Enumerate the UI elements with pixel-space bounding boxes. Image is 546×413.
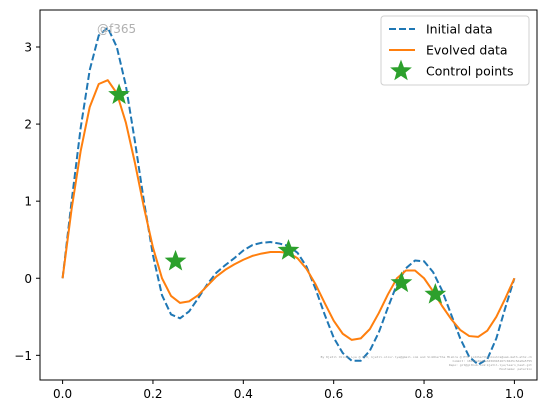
y-tick-label: −1 [14, 349, 32, 363]
legend-star-icon [390, 59, 412, 81]
control-point-marker [390, 271, 413, 293]
y-tick-label: 0 [24, 272, 32, 286]
axes-frame [39, 9, 538, 381]
x-tick-label: 0.0 [53, 387, 72, 401]
x-tick-label: 0.2 [143, 387, 162, 401]
y-tick-label: 1 [24, 195, 32, 209]
control-point-marker [424, 283, 447, 304]
credit-line: By Kjetil Oliver Lye @ ETH, kjetil.olivr… [321, 355, 533, 359]
watermark-text: @f365 [97, 22, 136, 36]
legend-label: Control points [426, 64, 514, 79]
control-point-marker [277, 239, 300, 260]
control-point-marker [164, 249, 187, 271]
plot-area [61, 26, 516, 366]
legend-label: Evolved data [426, 43, 508, 58]
x-tick-label: 0.4 [234, 387, 253, 401]
axes: 0.0 0.2 0.4 0.6 0.8 1.0 −1 0 1 2 3 [14, 9, 538, 401]
y-tick-label: 2 [24, 118, 32, 132]
legend-box [380, 15, 530, 86]
legend-label: Initial data [426, 22, 493, 37]
credit-line: Repo: git@github.com:kjetil-lye/learn_he… [449, 363, 532, 367]
x-tick-label: 1.0 [505, 387, 524, 401]
legend: Initial data Evolved data Control points [380, 15, 530, 86]
x-tick-label: 0.6 [324, 387, 343, 401]
y-tick-label: 3 [24, 41, 32, 55]
credit-line: Commit: 18311e0ad5e64569b516fc04d5c5da0e… [453, 359, 533, 363]
control-point-marker [108, 83, 130, 105]
credit-text: By Kjetil Oliver Lye @ ETH, kjetil.olivr… [321, 355, 533, 371]
x-tick-label: 0.8 [414, 387, 433, 401]
credit-line: Hostname: peterkin [499, 367, 532, 371]
